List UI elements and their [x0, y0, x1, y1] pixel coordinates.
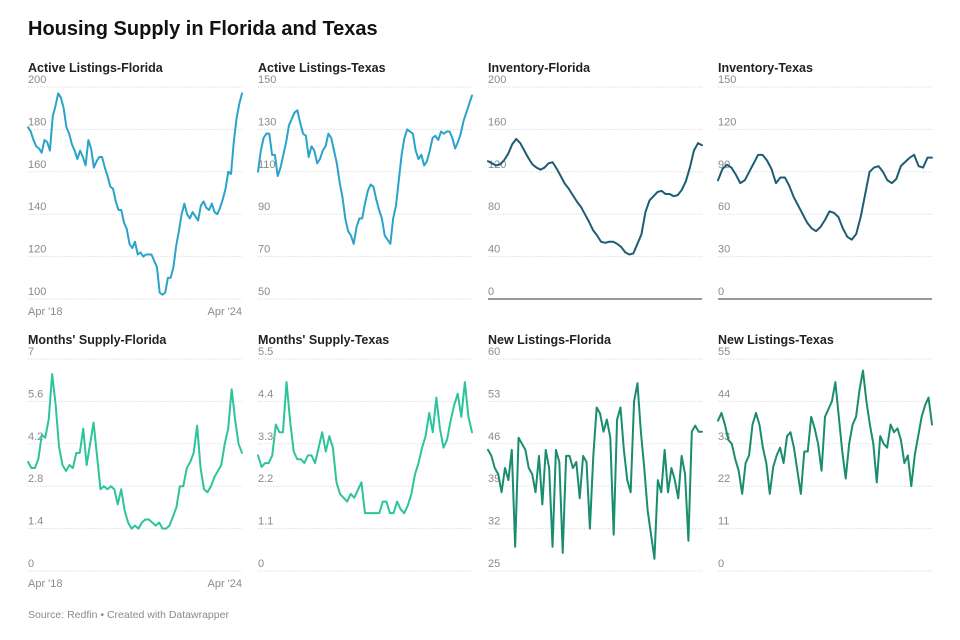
y-tick-label: 7: [28, 346, 34, 358]
chart-panel-active-listings-texas: Active Listings-Texas 50 70 90 110 130 150: [257, 61, 478, 331]
panel-title: New Listings-Florida: [488, 333, 611, 347]
panel-title: Inventory-Texas: [718, 61, 813, 75]
y-tick-label: 53: [488, 388, 500, 400]
y-tick-label: 150: [718, 74, 736, 86]
y-tick-label: 90: [718, 159, 730, 171]
line-chart: 0 30 60 90 120 150: [717, 74, 933, 300]
source-note: Source: Redfin • Created with Datawrappe…: [28, 609, 229, 621]
y-tick-label: 46: [488, 431, 500, 443]
y-tick-label: 200: [28, 74, 46, 86]
y-tick-label: 55: [718, 346, 730, 358]
y-tick-label: 1.4: [28, 516, 43, 528]
line-chart: 50 70 90 110 130 150: [257, 74, 473, 300]
y-tick-label: 0: [718, 286, 724, 298]
line-chart: 0 1.1 2.2 3.3 4.4 5.5: [257, 346, 473, 572]
chart-panel-new-listings-florida: New Listings-Florida 25 32 39 46 53 60: [487, 333, 708, 603]
y-tick-label: 2.8: [28, 473, 43, 485]
y-tick-label: 5.5: [258, 346, 273, 358]
chart-panel-months-supply-florida: Months' Supply-Florida 0 1.4 2.8 4.2 5.6 7 Apr …: [27, 333, 248, 603]
y-tick-label: 4.2: [28, 431, 43, 443]
y-tick-label: 90: [258, 201, 270, 213]
y-tick-label: 0: [28, 558, 34, 570]
y-tick-label: 180: [28, 116, 46, 128]
series-line: [487, 382, 703, 560]
chart-panel-inventory-florida: Inventory-Florida 0 40 80 120 160 200: [487, 61, 708, 331]
x-tick-label: Apr '24: [207, 578, 242, 590]
y-tick-label: 60: [718, 201, 730, 213]
panel-title: Inventory-Florida: [488, 61, 591, 75]
panel-title: Active Listings-Texas: [258, 61, 386, 75]
series-line: [717, 369, 933, 495]
series-line: [27, 92, 243, 296]
series-line: [257, 94, 473, 245]
y-tick-label: 2.2: [258, 473, 273, 485]
y-tick-label: 70: [258, 244, 270, 256]
y-tick-label: 40: [488, 244, 500, 256]
y-tick-label: 100: [28, 286, 46, 298]
y-tick-label: 110: [258, 159, 276, 171]
y-tick-label: 25: [488, 558, 500, 570]
x-tick-label: Apr '18: [28, 578, 63, 590]
series-line: [717, 153, 933, 241]
y-tick-label: 30: [718, 244, 730, 256]
y-tick-label: 44: [718, 388, 730, 400]
y-tick-label: 0: [258, 558, 264, 570]
x-tick-label: Apr '18: [28, 306, 63, 318]
y-tick-label: 120: [28, 244, 46, 256]
panel-title: Months' Supply-Florida: [28, 333, 167, 347]
chart-panel-inventory-texas: Inventory-Texas 0 30 60 90 120 150: [717, 61, 938, 331]
y-tick-label: 1.1: [258, 516, 273, 528]
line-chart: 100 120 140 160 180 200 Apr '18 Apr '24: [27, 74, 243, 318]
y-tick-label: 5.6: [28, 388, 43, 400]
y-tick-label: 0: [718, 558, 724, 570]
x-tick-label: Apr '24: [207, 306, 242, 318]
y-tick-label: 50: [258, 286, 270, 298]
y-tick-label: 11: [718, 516, 729, 528]
series-line: [257, 381, 473, 515]
chart-title: Housing Supply in Florida and Texas: [28, 18, 378, 40]
y-tick-label: 200: [488, 74, 506, 86]
line-chart: 0 1.4 2.8 4.2 5.6 7 Apr '18 Apr '24: [27, 346, 243, 590]
line-chart: 25 32 39 46 53 60: [487, 346, 703, 572]
series-line: [487, 137, 703, 256]
y-tick-label: 4.4: [258, 388, 273, 400]
y-tick-label: 130: [258, 116, 276, 128]
y-tick-label: 3.3: [258, 431, 273, 443]
y-tick-label: 150: [258, 74, 276, 86]
y-tick-label: 60: [488, 346, 500, 358]
y-tick-label: 0: [488, 286, 494, 298]
chart-panel-active-listings-florida: Active Listings-Florida 100 120 140 160 180 20…: [27, 61, 248, 331]
series-line: [27, 373, 243, 530]
panel-title: Months' Supply-Texas: [258, 333, 390, 347]
chart-panel-new-listings-texas: New Listings-Texas 0 11 22 33 44 55: [717, 333, 938, 603]
y-tick-label: 80: [488, 201, 500, 213]
y-tick-label: 39: [488, 473, 500, 485]
y-tick-label: 160: [488, 116, 506, 128]
chart-panel-months-supply-texas: Months' Supply-Texas 0 1.1 2.2 3.3 4.4 5.5: [257, 333, 478, 603]
y-tick-label: 160: [28, 159, 46, 171]
y-tick-label: 32: [488, 516, 500, 528]
y-tick-label: 120: [718, 116, 736, 128]
panel-title: Active Listings-Florida: [28, 61, 163, 75]
y-tick-label: 140: [28, 201, 46, 213]
panel-title: New Listings-Texas: [718, 333, 834, 347]
y-tick-label: 22: [718, 473, 730, 485]
